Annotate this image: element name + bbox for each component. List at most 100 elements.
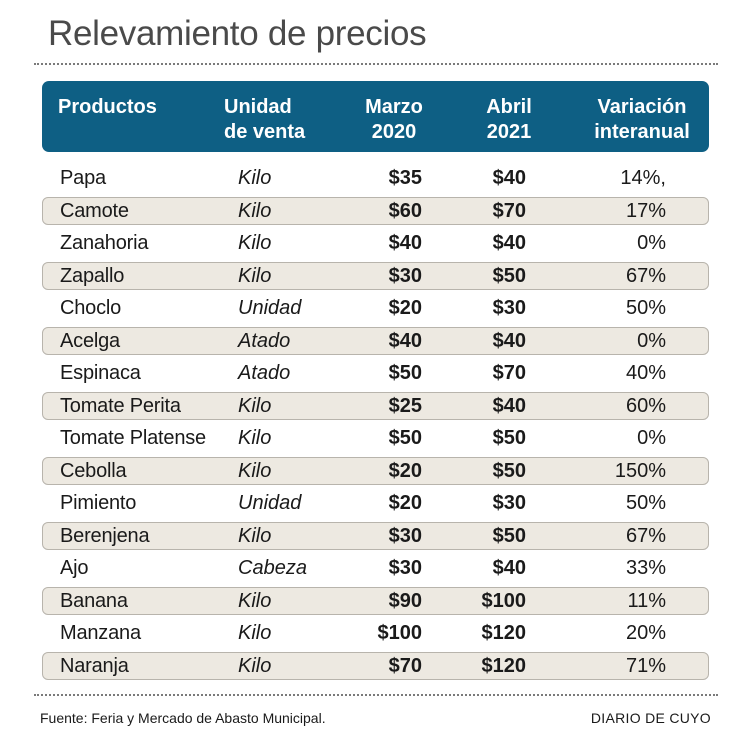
price-march-2020: $70 [388, 654, 422, 677]
product-name: Manzana [60, 622, 141, 644]
header-productos: Productos [58, 96, 157, 118]
price-april-2021: $30 [492, 297, 526, 319]
table-row: Tomate Perita Kilo $25 $40 60% [42, 390, 709, 423]
price-april-2021: $50 [492, 459, 526, 482]
unit-of-sale: Unidad [238, 492, 302, 514]
product-name: Naranja [60, 654, 129, 677]
table-row: Camote Kilo $60 $70 17% [42, 195, 709, 228]
yearly-variation: 40% [625, 362, 666, 384]
yearly-variation: 14%, [620, 167, 666, 189]
product-name: Choclo [60, 297, 122, 319]
product-name: Tomate Platense [60, 427, 206, 449]
price-march-2020: $30 [388, 524, 422, 547]
unit-of-sale: Unidad [238, 297, 302, 319]
unit-of-sale: Kilo [238, 264, 272, 287]
price-march-2020: $25 [388, 394, 422, 417]
table-row: Pimiento Unidad $20 $30 50% [42, 487, 709, 520]
table-row: Manzana Kilo $100 $120 20% [42, 617, 709, 650]
price-march-2020: $90 [388, 589, 422, 612]
publisher-credit: DIARIO DE CUYO [590, 710, 711, 726]
table-row: Cebolla Kilo $20 $50 150% [42, 455, 709, 488]
row-band [42, 326, 709, 355]
header-variacion: Variación interanual [594, 96, 690, 143]
price-april-2021: $30 [492, 492, 526, 514]
unit-of-sale: Kilo [238, 394, 272, 417]
price-table-body: Papa Kilo $35 $40 14%, Camote Kilo $60 $… [42, 162, 709, 682]
yearly-variation: 50% [625, 297, 666, 319]
price-april-2021: $40 [492, 329, 526, 352]
price-march-2020: $50 [388, 427, 422, 449]
row-band [42, 196, 709, 225]
unit-of-sale: Cabeza [238, 557, 307, 579]
price-april-2021: $120 [481, 622, 527, 644]
yearly-variation: 0% [637, 427, 666, 449]
header-marzo-2020: Marzo 2020 [365, 96, 423, 143]
product-name: Papa [60, 167, 106, 189]
unit-of-sale: Kilo [238, 232, 272, 254]
product-name: Espinaca [60, 362, 141, 384]
yearly-variation: 60% [625, 394, 666, 417]
price-april-2021: $40 [492, 394, 526, 417]
price-april-2021: $50 [492, 264, 526, 287]
row-band [42, 521, 709, 550]
source-note: Fuente: Feria y Mercado de Abasto Munici… [40, 710, 326, 726]
price-march-2020: $100 [377, 622, 423, 644]
unit-of-sale: Kilo [238, 199, 272, 222]
price-april-2021: $40 [492, 232, 526, 254]
product-name: Zapallo [60, 264, 125, 287]
product-name: Ajo [60, 557, 89, 579]
unit-of-sale: Kilo [238, 459, 272, 482]
yearly-variation: 0% [637, 232, 666, 254]
price-march-2020: $40 [388, 329, 422, 352]
price-march-2020: $20 [388, 459, 422, 482]
page-title: Relevamiento de precios [48, 14, 427, 53]
header-unidad: Unidad de venta [224, 96, 306, 143]
price-march-2020: $30 [388, 264, 422, 287]
table-row: Ajo Cabeza $30 $40 33% [42, 552, 709, 585]
yearly-variation: 67% [625, 264, 666, 287]
product-name: Zanahoria [60, 232, 149, 254]
table-header: Productos Unidad de venta Marzo 2020 Abr… [42, 81, 709, 152]
unit-of-sale: Kilo [238, 524, 272, 547]
price-april-2021: $70 [492, 199, 526, 222]
table-row: Banana Kilo $90 $100 11% [42, 585, 709, 618]
table-row: Zapallo Kilo $30 $50 67% [42, 260, 709, 293]
table-row: Berenjena Kilo $30 $50 67% [42, 520, 709, 553]
row-band [42, 391, 709, 420]
price-april-2021: $50 [492, 427, 526, 449]
table-row: Zanahoria Kilo $40 $40 0% [42, 227, 709, 260]
price-march-2020: $30 [388, 557, 422, 579]
yearly-variation: 0% [637, 329, 666, 352]
price-march-2020: $60 [388, 199, 422, 222]
table-row: Papa Kilo $35 $40 14%, [42, 162, 709, 195]
unit-of-sale: Kilo [238, 589, 272, 612]
row-band [42, 261, 709, 290]
table-row: Naranja Kilo $70 $120 71% [42, 650, 709, 683]
row-band [42, 456, 709, 485]
row-band [42, 651, 709, 680]
price-march-2020: $40 [388, 232, 422, 254]
product-name: Pimiento [60, 492, 137, 514]
unit-of-sale: Atado [238, 329, 291, 352]
price-march-2020: $35 [388, 167, 422, 189]
unit-of-sale: Kilo [238, 427, 272, 449]
yearly-variation: 20% [625, 622, 666, 644]
product-name: Cebolla [60, 459, 127, 482]
yearly-variation: 33% [625, 557, 666, 579]
yearly-variation: 71% [625, 654, 666, 677]
price-april-2021: $70 [492, 362, 526, 384]
bottom-dotted-divider [34, 694, 718, 696]
table-row: Choclo Unidad $20 $30 50% [42, 292, 709, 325]
yearly-variation: 150% [614, 459, 666, 482]
price-march-2020: $50 [388, 362, 422, 384]
top-dotted-divider [34, 63, 718, 65]
price-april-2021: $100 [481, 589, 527, 612]
product-name: Camote [60, 199, 129, 222]
row-band [42, 586, 709, 615]
price-april-2021: $120 [481, 654, 527, 677]
table-row: Acelga Atado $40 $40 0% [42, 325, 709, 358]
yearly-variation: 11% [627, 589, 666, 612]
unit-of-sale: Kilo [238, 654, 272, 677]
product-name: Tomate Perita [60, 394, 181, 417]
product-name: Banana [60, 589, 128, 612]
